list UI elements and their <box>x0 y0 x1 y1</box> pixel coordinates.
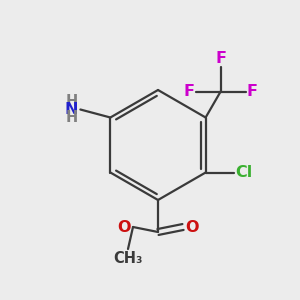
Text: F: F <box>215 50 226 65</box>
Text: F: F <box>247 84 258 99</box>
Text: O: O <box>185 220 199 235</box>
Text: F: F <box>184 84 195 99</box>
Text: O: O <box>118 220 131 235</box>
Text: H: H <box>66 110 78 125</box>
Text: N: N <box>65 102 78 117</box>
Text: CH₃: CH₃ <box>113 251 143 266</box>
Text: H: H <box>66 94 78 109</box>
Text: Cl: Cl <box>236 165 253 180</box>
